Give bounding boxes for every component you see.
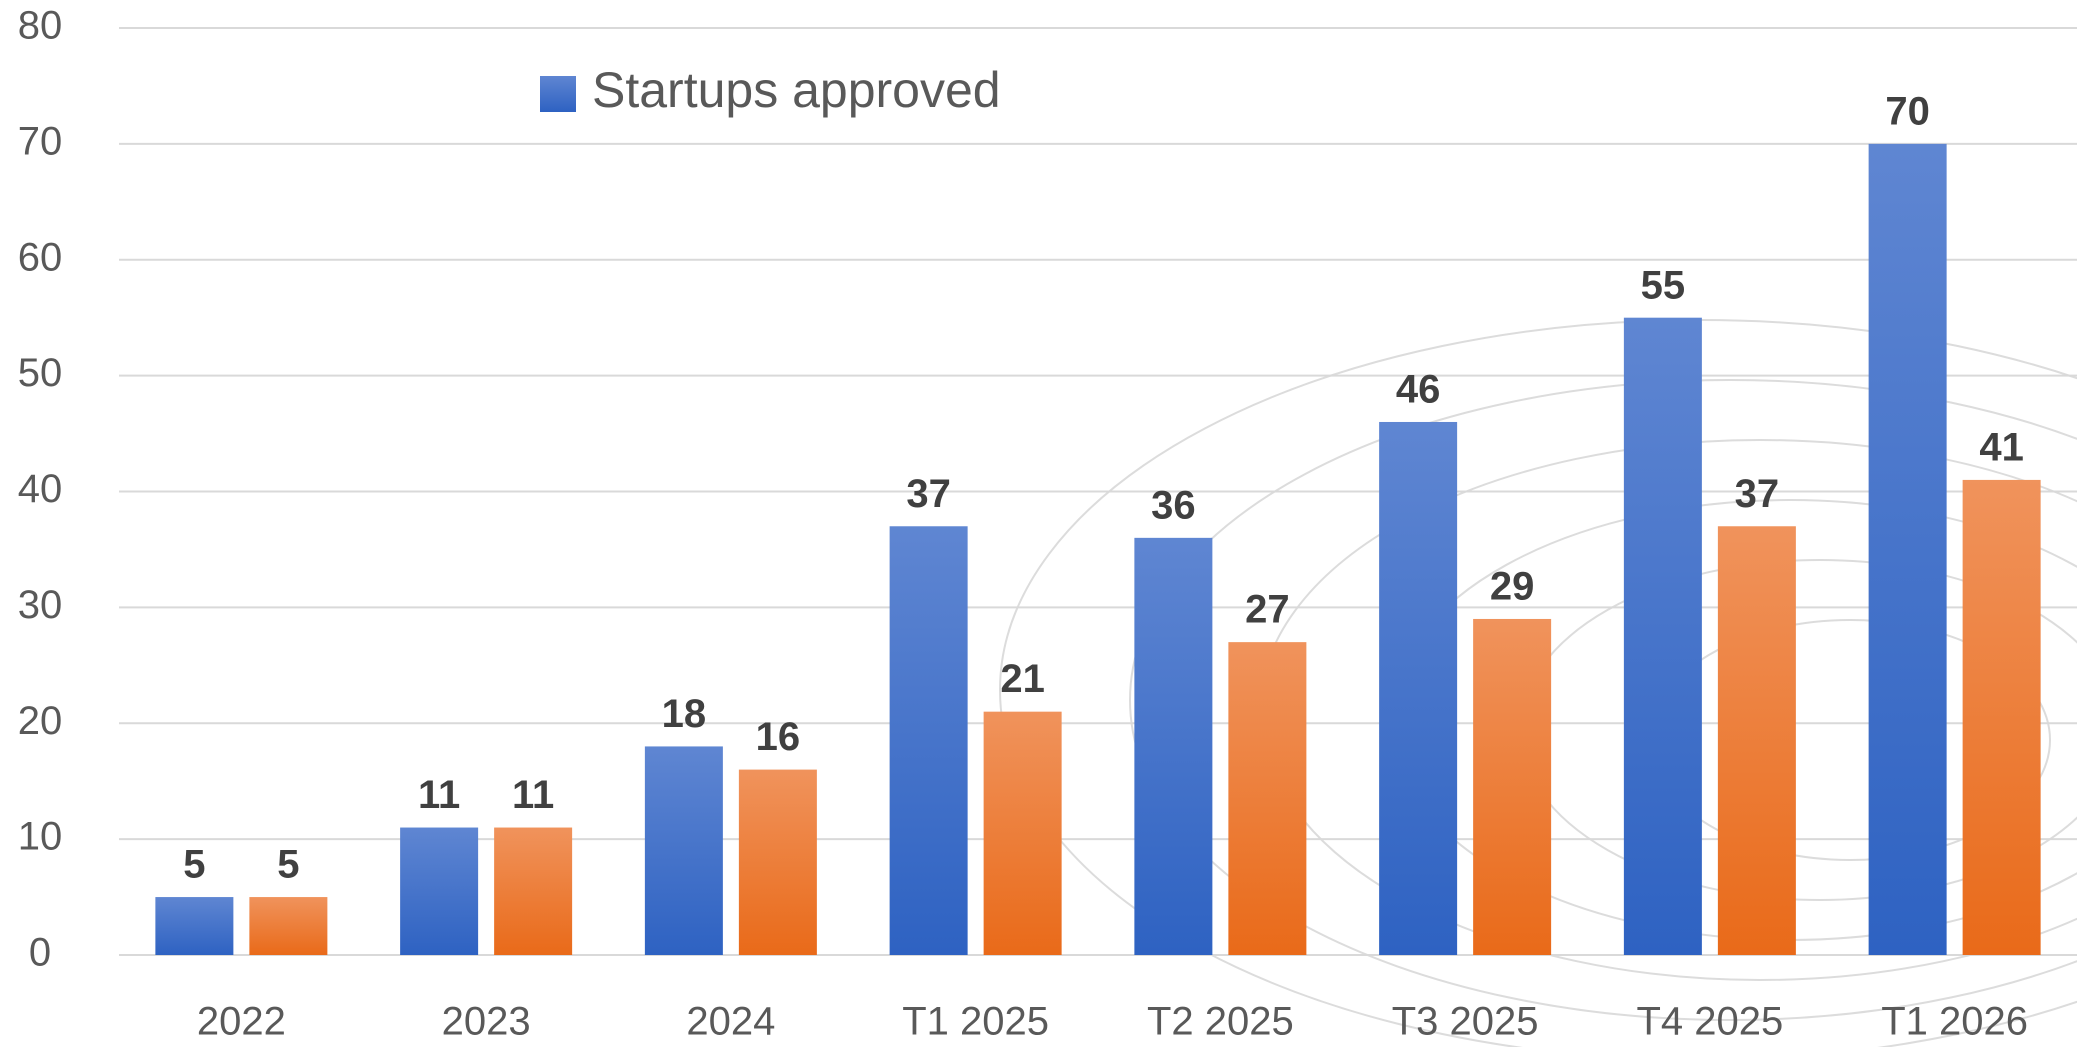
bar — [400, 827, 479, 955]
bar — [738, 769, 817, 955]
bar — [889, 526, 968, 955]
bar — [494, 827, 573, 955]
value-label: 11 — [512, 773, 554, 817]
value-label: 5 — [277, 843, 299, 887]
value-label: 5 — [183, 843, 205, 887]
value-label: 36 — [1151, 483, 1196, 527]
value-label: 70 — [1885, 89, 1930, 133]
bar — [1379, 421, 1458, 956]
value-label: 27 — [1245, 588, 1290, 632]
bar — [1962, 479, 2041, 955]
y-tick-label: 40 — [18, 467, 63, 511]
value-label: 21 — [1000, 657, 1045, 701]
x-tick-label: 2022 — [197, 1000, 286, 1044]
x-tick-label: 2023 — [442, 1000, 531, 1044]
x-tick-label: T1 2026 — [1881, 1000, 2028, 1044]
value-label: 16 — [756, 715, 801, 759]
bar — [1473, 618, 1552, 955]
value-label: 11 — [418, 773, 460, 817]
value-label: 46 — [1396, 368, 1441, 412]
value-label: 55 — [1641, 263, 1686, 307]
bar — [1868, 143, 1947, 955]
bar — [1623, 317, 1702, 955]
y-tick-label: 80 — [18, 4, 63, 48]
bar — [155, 897, 234, 955]
value-label: 37 — [906, 472, 951, 516]
bar — [1134, 537, 1213, 955]
legend-label: Startups approved — [592, 62, 1001, 118]
value-label: 41 — [1979, 425, 2024, 469]
y-tick-label: 0 — [29, 931, 51, 975]
value-label: 18 — [662, 692, 707, 736]
bar — [249, 897, 328, 955]
legend-swatch — [540, 76, 576, 112]
x-tick-label: T4 2025 — [1636, 1000, 1783, 1044]
y-tick-label: 30 — [18, 583, 63, 627]
y-tick-label: 50 — [18, 351, 63, 395]
bar — [1717, 526, 1796, 955]
x-tick-label: T1 2025 — [902, 1000, 1049, 1044]
x-tick-label: T3 2025 — [1392, 1000, 1539, 1044]
value-label: 37 — [1735, 472, 1780, 516]
x-tick-label: T2 2025 — [1147, 1000, 1294, 1044]
y-tick-label: 70 — [18, 119, 63, 163]
bar — [983, 711, 1062, 955]
value-label: 29 — [1490, 565, 1535, 609]
x-tick-label: 2024 — [686, 1000, 775, 1044]
y-tick-label: 10 — [18, 815, 63, 859]
bar — [1228, 642, 1307, 955]
y-tick-label: 60 — [18, 235, 63, 279]
bar — [644, 746, 723, 955]
y-tick-label: 20 — [18, 699, 63, 743]
